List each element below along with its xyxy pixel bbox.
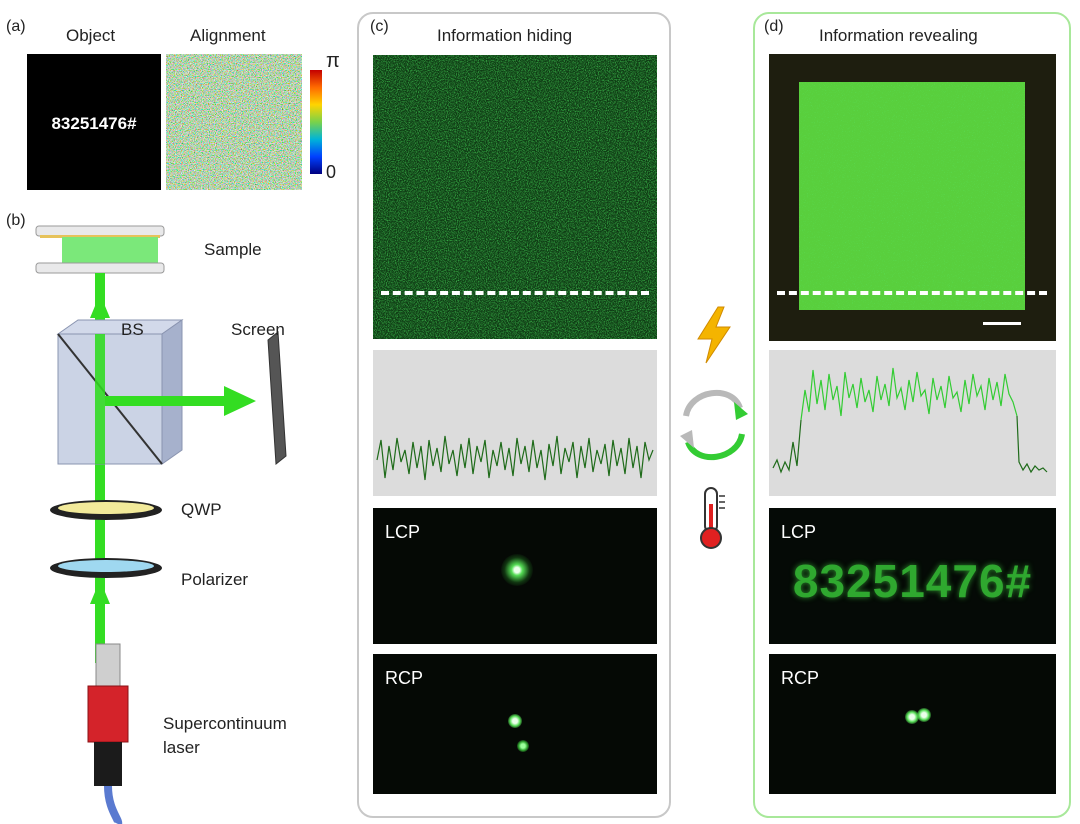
- profile-line-marker: [381, 291, 649, 295]
- sample-top-plate: [35, 225, 165, 237]
- beam-arrow-right: [224, 386, 256, 416]
- revealing-micrograph: [769, 54, 1056, 341]
- object-code: 83251476#: [51, 114, 137, 133]
- rcp-spot-revealing-2: [917, 708, 931, 722]
- colorbar-min-label: 0: [326, 162, 337, 182]
- bs-label: BS: [121, 320, 144, 339]
- hiding-rcp-image: RCP: [373, 654, 657, 794]
- qwp-crystal: [58, 502, 154, 514]
- panel-b-tag: (b): [6, 212, 26, 229]
- panel-c-tag: (c): [370, 18, 389, 35]
- panel-c-frame: [357, 12, 671, 818]
- cycle-arrows-icon: [680, 389, 748, 461]
- alignment-title: Alignment: [190, 26, 266, 45]
- alignment-image: [166, 54, 302, 190]
- polarizer-film: [58, 560, 154, 572]
- object-title: Object: [66, 26, 116, 45]
- panel-d-tag: (d): [764, 18, 784, 35]
- revealing-rcp-image: RCP: [769, 654, 1056, 794]
- laser-beam-horizontal: [105, 396, 235, 406]
- lightning-icon: [697, 306, 731, 364]
- polarizer-label: Polarizer: [181, 570, 249, 589]
- sample-electrode: [40, 235, 160, 238]
- laser-beam-vertical: [95, 273, 105, 663]
- laser-body-red: [87, 685, 129, 743]
- screen-label: Screen: [231, 320, 285, 339]
- object-image: 83251476#: [27, 54, 161, 190]
- hiding-intensity-profile: [373, 350, 657, 496]
- phase-colorbar: [310, 70, 322, 174]
- colorbar-max-label: π: [326, 50, 340, 72]
- revealing-profile-trace: [800, 367, 1018, 421]
- rcp-spot-hiding-2: [517, 740, 529, 752]
- beam-arrow-1: [90, 294, 110, 318]
- laser-body-black: [94, 742, 122, 786]
- thermometer-icon: [700, 487, 725, 549]
- panel-d-title: Information revealing: [819, 26, 978, 45]
- panel-a-tag: (a): [6, 18, 26, 35]
- hiding-lcp-image: LCP: [373, 508, 657, 644]
- sample-bottom-plate: [35, 262, 165, 274]
- scale-bar: [983, 322, 1021, 325]
- rcp-spot-revealing-1: [905, 710, 919, 724]
- beam-arrow-2: [90, 580, 110, 604]
- hiding-lcp-label: LCP: [385, 522, 421, 542]
- laser-label-line2: laser: [163, 738, 200, 757]
- rcp-spot-hiding-1: [508, 714, 522, 728]
- optical-setup-diagram: [35, 225, 287, 824]
- lcp-spot-hiding: [501, 554, 533, 586]
- revealed-pattern-square: [799, 82, 1025, 310]
- profile-line-marker-d: [777, 291, 1047, 295]
- sample-lc-layer: [62, 237, 158, 263]
- panel-c-title: Information hiding: [437, 26, 573, 45]
- fiber-cable: [104, 785, 123, 824]
- revealing-profile-trace-dark: [772, 419, 802, 474]
- qwp-label: QWP: [181, 500, 222, 519]
- alignment-noise: [166, 54, 302, 190]
- revealing-lcp-label: LCP: [781, 522, 817, 542]
- panel-d-frame: [753, 12, 1071, 818]
- revealing-rcp-label: RCP: [781, 668, 820, 688]
- laser-collimator: [95, 643, 121, 687]
- hiding-micrograph: [373, 55, 657, 339]
- hiding-profile-trace: [376, 435, 654, 481]
- revealed-hologram-text: 83251476#: [792, 555, 1033, 607]
- bs-top-face: [56, 319, 184, 335]
- screen-plate: [267, 331, 287, 465]
- hiding-rcp-label: RCP: [385, 668, 424, 688]
- revealing-intensity-profile: [769, 350, 1056, 496]
- laser-label-line1: Supercontinuum: [163, 714, 287, 733]
- sample-label: Sample: [204, 240, 262, 259]
- revealing-lcp-image: LCP 83251476#: [769, 508, 1056, 644]
- bs-side-face: [161, 319, 183, 465]
